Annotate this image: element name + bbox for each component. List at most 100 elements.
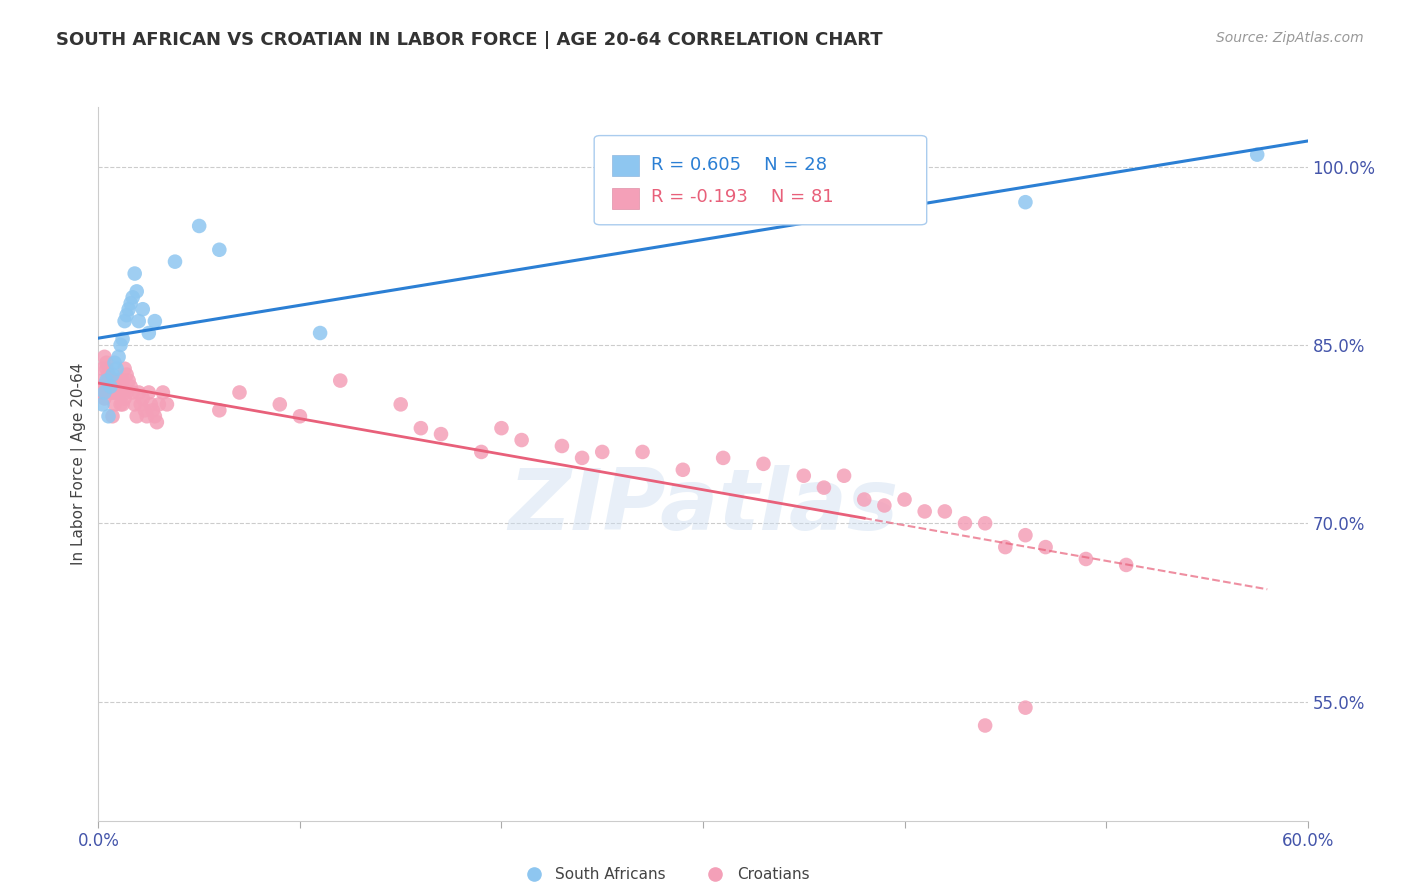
Point <box>89 379 111 393</box>
Point <box>110 397 132 411</box>
Point <box>96 361 118 376</box>
FancyBboxPatch shape <box>613 155 638 177</box>
Point <box>111 332 134 346</box>
Point <box>103 385 125 400</box>
Point <box>853 492 876 507</box>
Point <box>143 409 166 424</box>
Point <box>121 385 143 400</box>
Point <box>100 379 122 393</box>
Point <box>91 361 114 376</box>
Point <box>107 374 129 388</box>
Point <box>111 397 134 411</box>
Point <box>105 374 128 388</box>
Text: Source: ZipAtlas.com: Source: ZipAtlas.com <box>1216 31 1364 45</box>
Point <box>974 516 997 531</box>
Point <box>309 326 332 340</box>
Point <box>1246 147 1268 161</box>
Point <box>510 433 533 447</box>
Point <box>893 492 915 507</box>
Point <box>813 481 835 495</box>
Point <box>118 374 141 388</box>
Point <box>91 374 114 388</box>
Point <box>107 350 129 364</box>
Point <box>1115 558 1137 572</box>
Point <box>148 397 170 411</box>
Text: R = -0.193    N = 81: R = -0.193 N = 81 <box>651 187 834 206</box>
Point <box>551 439 574 453</box>
Point <box>110 385 132 400</box>
Point <box>124 267 146 281</box>
Point <box>120 379 142 393</box>
Point <box>470 445 492 459</box>
Point <box>134 403 156 417</box>
Point <box>832 468 855 483</box>
Point <box>105 385 128 400</box>
Point <box>994 540 1017 554</box>
Point <box>101 368 124 382</box>
Point <box>120 296 142 310</box>
Point <box>163 254 186 268</box>
Point <box>138 326 160 340</box>
Point <box>114 361 136 376</box>
FancyBboxPatch shape <box>595 136 927 225</box>
Point <box>1014 195 1036 210</box>
Text: Croatians: Croatians <box>737 867 810 881</box>
Point <box>93 385 115 400</box>
Point <box>974 718 997 732</box>
Text: SOUTH AFRICAN VS CROATIAN IN LABOR FORCE | AGE 20-64 CORRELATION CHART: SOUTH AFRICAN VS CROATIAN IN LABOR FORCE… <box>56 31 883 49</box>
Point <box>125 285 148 299</box>
Point <box>129 397 152 411</box>
Point <box>124 397 146 411</box>
Point <box>128 385 150 400</box>
Point <box>389 397 412 411</box>
Point <box>1035 540 1057 554</box>
Point <box>121 290 143 304</box>
Point <box>115 385 138 400</box>
Point <box>152 385 174 400</box>
Point <box>914 504 936 518</box>
Point <box>100 379 122 393</box>
Point <box>105 361 128 376</box>
Point <box>156 397 179 411</box>
Point <box>97 368 120 382</box>
Point <box>269 397 291 411</box>
Point <box>571 450 593 465</box>
Point <box>631 445 654 459</box>
Point <box>103 397 125 411</box>
Point <box>110 338 132 352</box>
Point <box>409 421 432 435</box>
Text: R = 0.605    N = 28: R = 0.605 N = 28 <box>651 156 827 174</box>
Point <box>115 308 138 322</box>
Point <box>101 385 124 400</box>
Point <box>118 302 141 317</box>
Point <box>142 403 165 417</box>
Point <box>752 457 775 471</box>
Point <box>135 409 157 424</box>
Point <box>288 409 311 424</box>
Text: South Africans: South Africans <box>555 867 666 881</box>
Point <box>96 374 118 388</box>
Point <box>97 374 120 388</box>
Point <box>329 374 352 388</box>
Point <box>208 403 231 417</box>
Point <box>873 499 896 513</box>
Point <box>491 421 513 435</box>
Point <box>934 504 956 518</box>
Point <box>103 356 125 370</box>
Point <box>128 314 150 328</box>
Point <box>132 302 155 317</box>
Point <box>591 445 613 459</box>
Point <box>114 314 136 328</box>
Point <box>107 379 129 393</box>
Point <box>228 385 250 400</box>
Point <box>1014 528 1036 542</box>
Point <box>138 385 160 400</box>
Point <box>125 409 148 424</box>
Text: ZIPatlas: ZIPatlas <box>508 465 898 549</box>
Point <box>208 243 231 257</box>
Point <box>146 415 169 429</box>
Point <box>101 409 124 424</box>
Point <box>143 314 166 328</box>
Point <box>97 409 120 424</box>
Point <box>111 374 134 388</box>
